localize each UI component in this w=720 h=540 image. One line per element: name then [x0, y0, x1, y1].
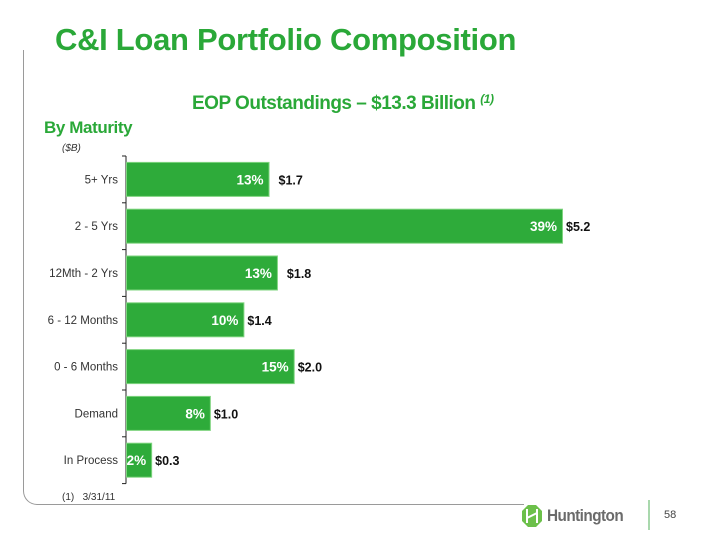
category-label: 0 - 6 Months — [54, 362, 118, 374]
value-label: $1.8 — [287, 267, 311, 281]
value-label: $1.7 — [279, 173, 303, 187]
value-label: $1.4 — [247, 314, 271, 328]
percent-label: 2% — [127, 453, 147, 468]
bar — [126, 442, 153, 478]
percent-label: 8% — [185, 406, 205, 421]
bar — [126, 208, 563, 244]
percent-label: 10% — [211, 313, 238, 328]
percent-label: 13% — [237, 172, 264, 187]
category-label: 2 - 5 Yrs — [75, 221, 118, 233]
page-title: C&I Loan Portfolio Composition — [55, 22, 517, 57]
category-label: 12Mth - 2 Yrs — [49, 268, 118, 280]
category-label: Demand — [75, 408, 118, 420]
percent-label: 15% — [262, 360, 289, 375]
slide-frame — [23, 50, 524, 505]
bar — [126, 395, 211, 431]
value-label: $5.2 — [566, 220, 590, 234]
percent-label: 39% — [530, 219, 557, 234]
page-number: 58 — [664, 509, 677, 521]
category-label: 5+ Yrs — [85, 174, 119, 186]
bar — [126, 255, 278, 291]
chart-title-footnote-ref: (1) — [480, 92, 494, 106]
value-label: $1.0 — [214, 407, 238, 421]
bar — [126, 302, 245, 338]
footnote-marker: (1) — [62, 492, 75, 503]
bar — [126, 349, 295, 385]
chart-title-text: EOP Outstandings – $13.3 Billion — [192, 93, 476, 114]
huntington-logo: Huntington — [521, 504, 632, 528]
huntington-logo-icon — [522, 505, 542, 527]
footnote: (1) 3/31/11 — [62, 492, 115, 503]
unit-label: ($B) — [62, 143, 81, 154]
footnote-text: 3/31/11 — [82, 492, 116, 503]
chart-title: EOP Outstandings – $13.3 Billion (1) — [192, 92, 494, 115]
bar — [126, 161, 270, 197]
section-label: By Maturity — [44, 118, 133, 137]
category-label: In Process — [64, 455, 119, 467]
logo-text: Huntington — [547, 506, 624, 525]
percent-label: 13% — [245, 266, 272, 281]
footer-divider — [648, 500, 650, 530]
value-label: $0.3 — [155, 454, 179, 468]
value-label: $2.0 — [298, 361, 322, 375]
category-label: 6 - 12 Months — [48, 315, 119, 327]
